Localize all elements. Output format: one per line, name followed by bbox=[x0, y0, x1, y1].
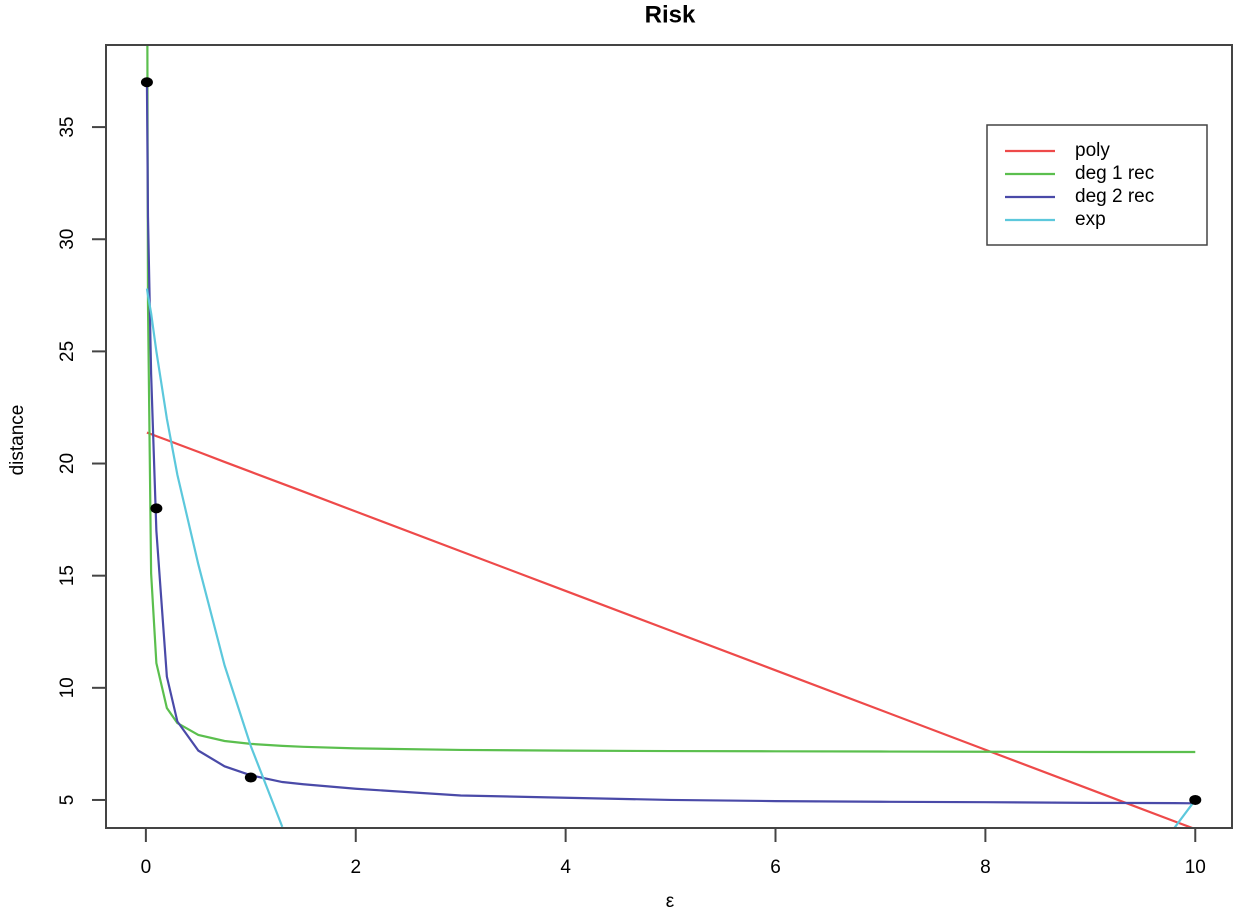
series-line bbox=[146, 45, 1196, 754]
data-point bbox=[140, 77, 153, 88]
x-tick-label: 2 bbox=[350, 857, 361, 878]
series-line bbox=[146, 431, 1196, 828]
y-tick-label: 20 bbox=[57, 453, 78, 474]
y-tick-label: 10 bbox=[57, 677, 78, 698]
x-tick-label: 8 bbox=[980, 857, 991, 878]
legend-box bbox=[986, 124, 1208, 246]
x-tick-label: 6 bbox=[770, 857, 781, 878]
series-line bbox=[145, 288, 1197, 828]
plot-area bbox=[140, 45, 1202, 828]
legend-label: deg 2 rec bbox=[1075, 186, 1154, 207]
data-point bbox=[244, 772, 257, 783]
x-axis-label: ε bbox=[666, 891, 675, 912]
x-tick-label: 0 bbox=[141, 857, 152, 878]
series-line bbox=[145, 82, 1196, 805]
y-tick-label: 5 bbox=[57, 795, 78, 806]
data-point bbox=[1189, 794, 1202, 805]
chart-title: Risk bbox=[645, 1, 696, 28]
y-tick-label: 25 bbox=[57, 341, 78, 362]
legend-label: exp bbox=[1075, 209, 1106, 230]
y-tick-label: 30 bbox=[57, 229, 78, 250]
legend-label: deg 1 rec bbox=[1075, 163, 1154, 184]
y-tick-label: 35 bbox=[57, 117, 78, 138]
y-tick-label: 15 bbox=[57, 565, 78, 586]
legend-label: poly bbox=[1075, 140, 1110, 161]
y-axis-label: distance bbox=[7, 405, 28, 476]
data-point bbox=[150, 503, 163, 514]
x-tick-label: 10 bbox=[1185, 857, 1206, 878]
x-tick-label: 4 bbox=[560, 857, 571, 878]
